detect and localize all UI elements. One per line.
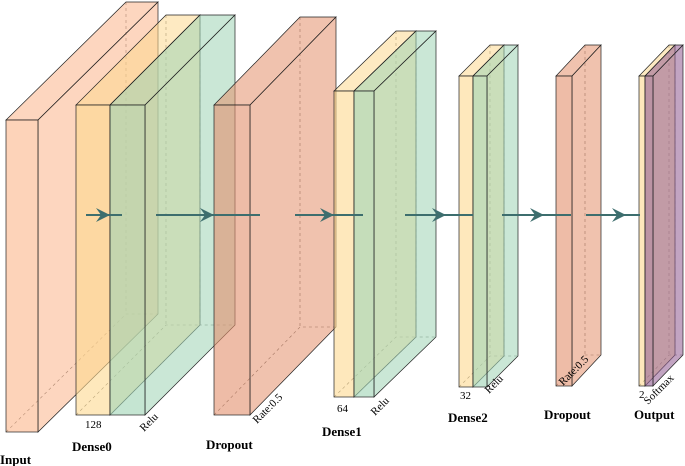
arrow-head <box>96 208 110 222</box>
box-front <box>5 119 39 433</box>
box-front <box>213 104 251 416</box>
box-front <box>472 75 488 388</box>
layer-size: 32 <box>460 390 471 402</box>
box-front <box>458 75 474 388</box>
box-front <box>555 75 573 387</box>
layer-label: Dense2 <box>448 410 488 425</box>
layer-size: 2 <box>639 389 645 401</box>
layer-activation: Relu <box>369 395 393 419</box>
arrows <box>86 208 640 222</box>
layer-label: Dropout <box>206 437 253 452</box>
layer-size: 64 <box>337 403 349 415</box>
arrow-head <box>530 208 544 222</box>
layer-label: Dropout <box>544 407 591 422</box>
box-front <box>644 75 654 387</box>
box-front <box>75 104 111 416</box>
arrow-head <box>612 208 626 222</box>
box-front <box>638 75 646 387</box>
arrow-head <box>200 208 214 222</box>
box-front <box>353 90 375 398</box>
layer-box <box>644 44 684 387</box>
layer-label: Dense1 <box>322 424 362 439</box>
layer-boxes <box>5 1 684 433</box>
layer-label: Input <box>0 452 32 466</box>
layer-label: Dense0 <box>72 439 112 454</box>
arrow-head <box>432 208 446 222</box>
box-side <box>652 44 684 387</box>
layer-label: Output <box>634 407 675 422</box>
arrow-head <box>320 208 334 222</box>
box-front <box>333 90 355 398</box>
box-front <box>109 104 146 416</box>
layer-box <box>213 16 337 416</box>
layer-size: 128 <box>85 419 102 431</box>
